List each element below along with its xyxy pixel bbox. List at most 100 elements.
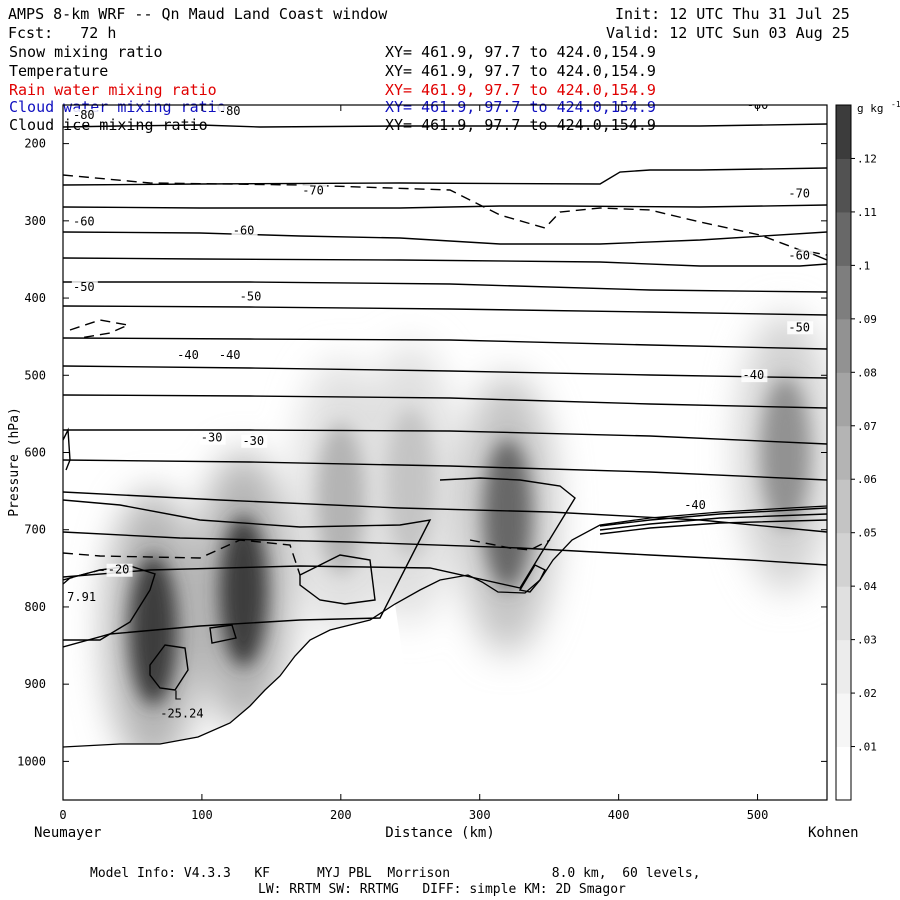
field-xy-temperature: XY= 461.9, 97.7 to 424.0,154.9: [385, 62, 656, 80]
colorbar-swatch: [836, 158, 851, 213]
field-xy-rain: XY= 461.9, 97.7 to 424.0,154.9: [385, 81, 656, 99]
ice-contour-upper: [63, 174, 827, 256]
contour-label-bg: [745, 105, 772, 112]
isotherm-70: [63, 231, 827, 245]
contour-label: -70: [788, 187, 810, 201]
snow-blob-core: [219, 516, 268, 667]
contour-label-bg: [71, 108, 98, 122]
contour-label-bg: [787, 321, 814, 335]
colorbar: .01 .02 .03 .04 .05 .06 .07 .08 .09 .1 .11 .12 g kg -…: [835, 100, 900, 801]
contour-label-bg: [71, 215, 98, 229]
colorbar-units-exponent: -1: [891, 100, 900, 109]
extremum-label: -25.24: [160, 706, 203, 720]
ice-contour-right: [469, 539, 551, 551]
valid-time: Valid: 12 UTC Sun 03 Aug 25: [606, 24, 850, 42]
contour-label: -40: [177, 348, 199, 362]
y-tick-label: 800: [24, 600, 46, 614]
y-axis-label: Pressure (hPa): [7, 407, 22, 517]
x-tick-label: 100: [191, 808, 213, 822]
x-tick-label: 400: [608, 808, 630, 822]
contour-label-bg: [217, 105, 244, 119]
contour-label-bg: [176, 349, 203, 363]
plot-area: -80 -80 -80-70 -70-60-60-60-50-50-50-40 -40-…: [63, 105, 827, 771]
forecast-hour: Fcst: 72 h: [8, 24, 117, 42]
contour-label: -70: [302, 184, 324, 198]
contour-label-bg: [683, 498, 710, 512]
left-edge-contour: [63, 427, 71, 471]
contour-label-bg: [199, 431, 226, 445]
contour-label: -60: [73, 214, 95, 228]
extremum-label: 7.91: [67, 590, 96, 604]
extremum-label: L: [174, 689, 181, 703]
model-physics: LW: RRTM SW: RRTMG DIFF: simple KM: 2D S…: [258, 882, 626, 897]
contour-labels: -80 -80 -80-70 -70-60-60-60-50-50-50-40 -40-…: [67, 105, 814, 720]
isotherm-18: [149, 644, 189, 691]
isotherm-48: [63, 394, 827, 409]
x-tick-label: 0: [59, 808, 66, 822]
isotherm-35: [63, 491, 827, 533]
isotherm-80-left: [63, 124, 261, 128]
colorbar-label: .12: [857, 152, 877, 165]
colorbar-label: .04: [857, 580, 877, 593]
contour-label-bg: [71, 281, 98, 295]
isotherm-40: [63, 459, 827, 481]
colorbar-swatch: [836, 372, 851, 427]
chart-title: AMPS 8-km WRF -- Qn Maud Land Coast wind…: [8, 5, 388, 23]
colorbar-label: .06: [857, 473, 877, 486]
colorbar-label: .01: [857, 741, 877, 754]
snow-blob-core: [316, 423, 365, 574]
isotherm-14: [299, 554, 376, 605]
y-tick-label: 400: [24, 291, 46, 305]
y-tick-label: 900: [24, 677, 46, 691]
colorbar-swatch: [836, 479, 851, 534]
field-xy-cloud-ice: XY= 461.9, 97.7 to 424.0,154.9: [385, 116, 656, 134]
isotherm-65: [63, 257, 827, 267]
endpoint-right: Kohnen: [808, 825, 859, 841]
axes: 0 100 200 300 400 500 200 300 400 500 600 700 800 900…: [17, 105, 827, 822]
terrain-isotherm-40b: [599, 513, 827, 531]
temperature-contours: [63, 123, 827, 691]
x-axis-label: Distance (km): [385, 825, 495, 841]
contour-label-bg: [241, 434, 268, 448]
field-xy-snow: XY= 461.9, 97.7 to 424.0,154.9: [385, 43, 656, 61]
colorbar-swatch: [836, 425, 851, 480]
colorbar-swatch: [836, 639, 851, 694]
contour-label: -40: [743, 368, 765, 382]
y-tick-label: 300: [24, 214, 46, 228]
contour-label: -20: [108, 563, 130, 577]
contour-label: -30: [242, 434, 264, 448]
colorbar-frame: [835, 104, 852, 801]
colorbar-swatch: [836, 746, 851, 801]
contour-label: -40: [684, 498, 706, 512]
colorbar-swatch: [836, 693, 851, 748]
isotherm-22: [63, 499, 432, 648]
contour-label: -50: [240, 289, 262, 303]
colorbar-label: .03: [857, 634, 877, 647]
isotherm-75: [63, 167, 827, 186]
x-tick-label: 500: [747, 808, 769, 822]
y-tick-label: 500: [24, 368, 46, 382]
colorbar-swatch: [836, 586, 851, 641]
colorbar-swatch: [836, 211, 851, 266]
model-info: Model Info: V4.3.3 KF MYJ PBL Morrison 8…: [90, 866, 701, 881]
isotherm-25: [63, 477, 576, 589]
colorbar-label: .05: [857, 527, 877, 540]
ice-contour-low-left: [63, 569, 131, 581]
colorbar-swatch: [836, 532, 851, 587]
contour-label: -60: [233, 224, 255, 238]
isotherm-16: [209, 624, 237, 644]
contour-label-bg: [301, 184, 328, 198]
isotherm-80: [259, 123, 827, 128]
colorbar-swatch: [836, 265, 851, 320]
contour-label-bg: [787, 249, 814, 263]
contour-label: -50: [788, 320, 810, 334]
contour-label: -60: [788, 248, 810, 262]
contour-label-bg: [741, 369, 768, 383]
y-tick-label: 200: [24, 137, 46, 151]
snow-shading: [105, 312, 827, 771]
y-tick-label: 700: [24, 523, 46, 537]
isotherm-55: [63, 337, 827, 350]
snow-blob-core: [761, 377, 810, 528]
colorbar-label: .11: [857, 206, 877, 219]
